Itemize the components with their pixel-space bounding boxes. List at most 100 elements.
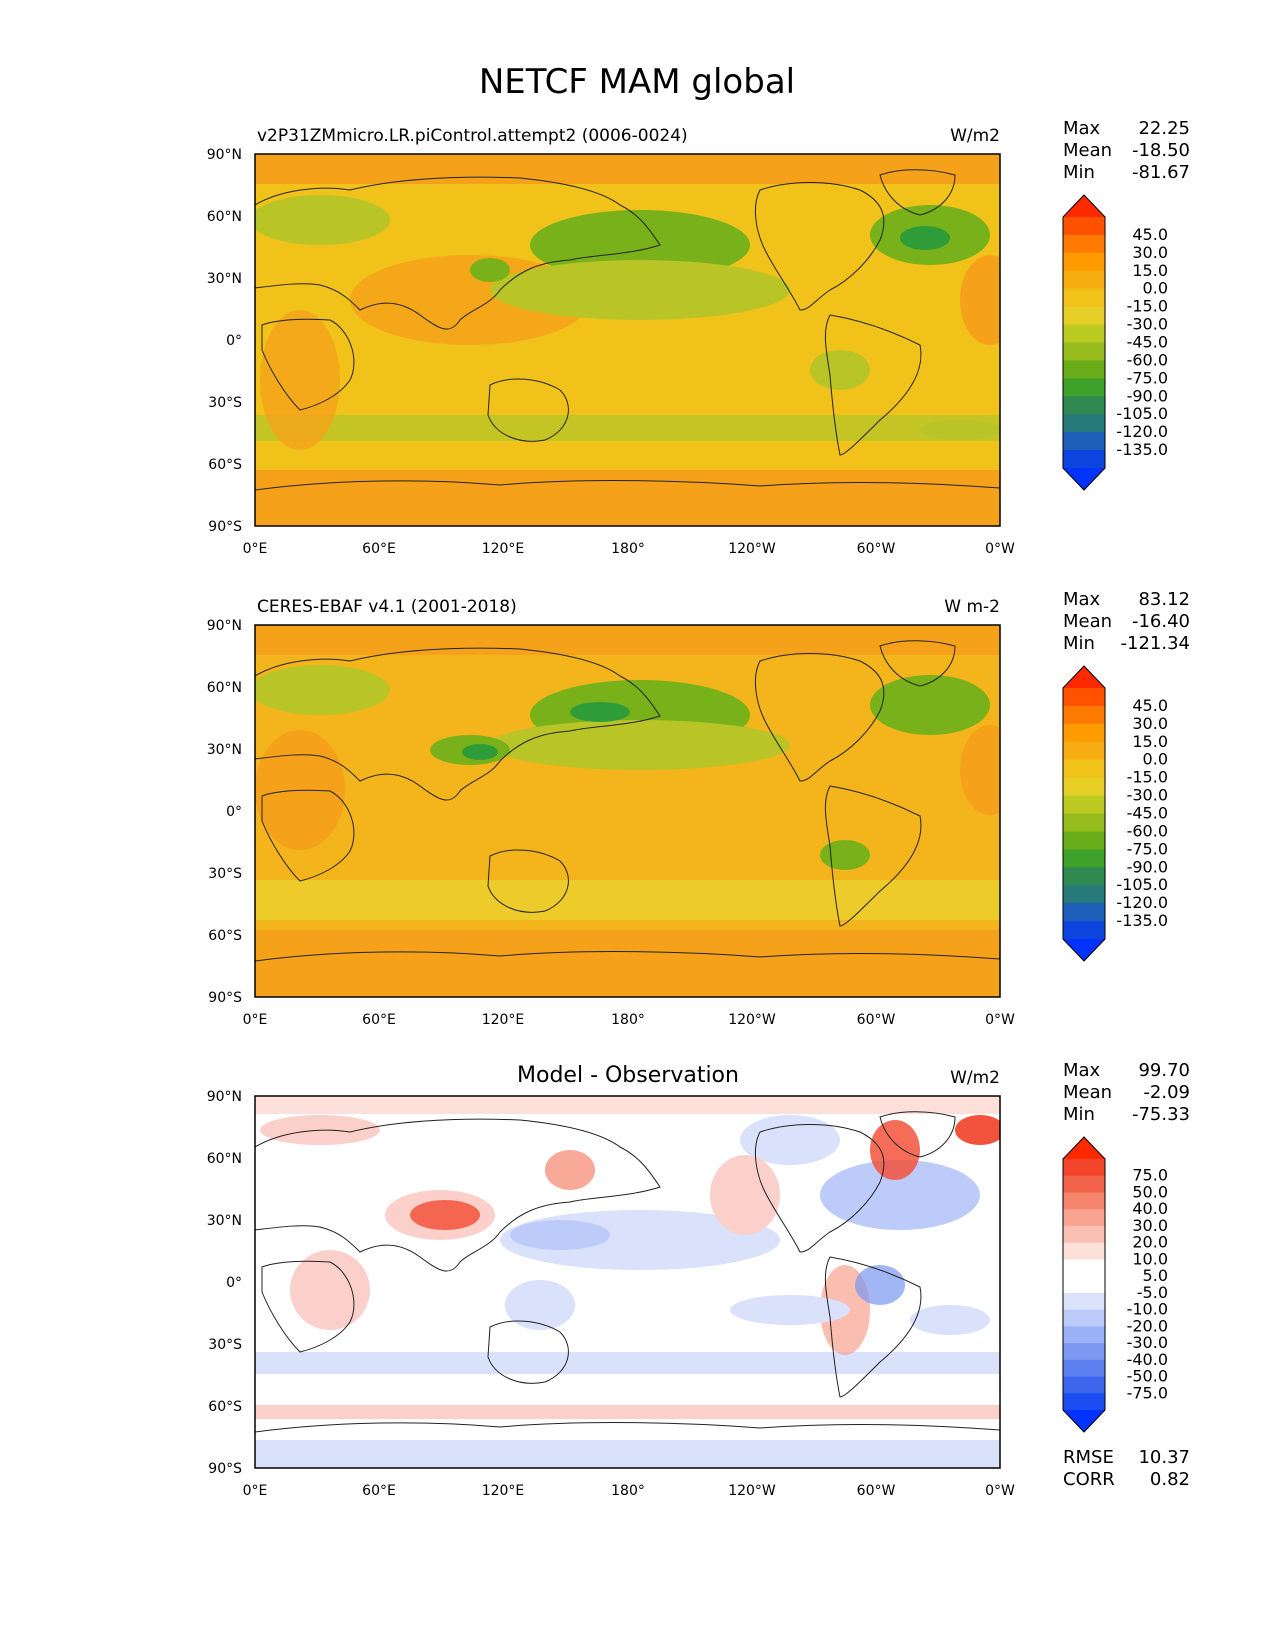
colorbar-swatch <box>1063 306 1105 326</box>
svg-text:0°W: 0°W <box>985 541 1015 557</box>
colorbar-tick-label: -105.0 <box>1116 875 1168 894</box>
panel-difference: Model - Observation W/m2 <box>207 1060 1190 1499</box>
colorbar-tick-label: 5.0 <box>1143 1266 1168 1285</box>
colorbar-extend-top <box>1063 1137 1105 1159</box>
colorbar-swatch <box>1063 1343 1105 1361</box>
colorbar-swatch <box>1063 360 1105 379</box>
stats: Max 22.25 Mean -18.50 Min -81.67 <box>1063 118 1190 183</box>
colorbar-tick-label: -30.0 <box>1127 1333 1168 1352</box>
stats: Max 99.70 Mean -2.09 Min -75.33 <box>1063 1060 1190 1125</box>
svg-text:30°N: 30°N <box>207 1213 242 1229</box>
colorbar: 75.050.040.030.020.010.05.0-5.0-10.0-20.… <box>1062 1136 1168 1433</box>
colorbar-tick-label: -10.0 <box>1127 1300 1168 1319</box>
colorbar-tick-label: 50.0 <box>1132 1182 1168 1201</box>
svg-text:90°S: 90°S <box>208 519 242 535</box>
colorbar-tick-label: -90.0 <box>1127 857 1168 876</box>
panel-units: W m-2 <box>944 597 1000 617</box>
colorbar-tick-label: 10.0 <box>1132 1249 1168 1268</box>
svg-text:Max: Max <box>1063 118 1101 139</box>
colorbar-swatch <box>1063 831 1105 850</box>
colorbar-swatch <box>1063 1393 1105 1411</box>
svg-text:22.25: 22.25 <box>1138 118 1190 139</box>
panel-left-title: v2P31ZMmicro.LR.piControl.attempt2 (0006… <box>257 126 688 146</box>
svg-text:CORR: CORR <box>1063 1469 1115 1490</box>
stats: Max 83.12 Mean -16.40 Min -121.34 <box>1063 589 1190 654</box>
figure-title: NETCF MAM global <box>479 62 795 102</box>
colorbar-swatch <box>1063 432 1105 451</box>
svg-text:60°N: 60°N <box>207 1151 242 1167</box>
lon-ticks: 0°E 60°E 120°E 180° 120°W 60°W 0°W <box>243 1483 1015 1499</box>
svg-text:60°S: 60°S <box>208 1399 242 1415</box>
svg-text:120°W: 120°W <box>728 1483 776 1499</box>
lon-ticks: 0°E 60°E 120°E 180° 120°W 60°W 0°W <box>243 1012 1015 1028</box>
svg-text:60°S: 60°S <box>208 457 242 473</box>
colorbar-swatch <box>1063 217 1105 236</box>
svg-text:30°S: 30°S <box>208 395 242 411</box>
colorbar-tick-label: -75.0 <box>1127 1383 1168 1402</box>
lat-ticks: 90°N 60°N 30°N 0° 30°S 60°S 90°S <box>207 618 242 1006</box>
colorbar-tick-label: 45.0 <box>1132 225 1168 244</box>
svg-text:0°E: 0°E <box>243 541 268 557</box>
svg-text:Max: Max <box>1063 589 1101 610</box>
colorbar-outline <box>1062 1136 1106 1433</box>
svg-text:Max: Max <box>1063 1060 1101 1081</box>
colorbar-swatch <box>1063 342 1105 361</box>
svg-text:Min: Min <box>1063 162 1095 183</box>
svg-text:120°W: 120°W <box>728 541 776 557</box>
svg-text:120°W: 120°W <box>728 1012 776 1028</box>
colorbar-swatch <box>1063 270 1105 290</box>
colorbar-tick-label: 30.0 <box>1132 1216 1168 1235</box>
colorbar-swatch <box>1063 1326 1105 1344</box>
colorbar-tick-label: -15.0 <box>1127 768 1168 787</box>
svg-text:60°E: 60°E <box>362 1012 396 1028</box>
colorbar-tick-label: -90.0 <box>1127 386 1168 405</box>
svg-text:-16.40: -16.40 <box>1132 611 1190 632</box>
svg-text:180°: 180° <box>611 541 645 557</box>
svg-text:0°W: 0°W <box>985 1012 1015 1028</box>
map-frame <box>254 624 1001 998</box>
colorbar-swatch <box>1063 885 1105 904</box>
map-frame <box>254 1095 1001 1469</box>
svg-text:120°E: 120°E <box>482 541 525 557</box>
colorbar: 45.030.015.00.0-15.0-30.0-45.0-60.0-75.0… <box>1062 194 1168 491</box>
colorbar-tick-label: -50.0 <box>1127 1367 1168 1386</box>
colorbar-swatch <box>1063 324 1105 343</box>
svg-text:90°S: 90°S <box>208 1461 242 1477</box>
colorbar-tick-label: -30.0 <box>1127 315 1168 334</box>
colorbar-swatch <box>1063 705 1105 725</box>
colorbar-tick-label: 40.0 <box>1132 1199 1168 1218</box>
colorbar-tick-label: -45.0 <box>1127 333 1168 352</box>
svg-text:83.12: 83.12 <box>1138 589 1190 610</box>
colorbar-outline <box>1062 194 1106 491</box>
colorbar-swatch <box>1063 1192 1105 1210</box>
svg-text:60°W: 60°W <box>857 541 896 557</box>
coastlines <box>255 169 1000 491</box>
colorbar-swatch <box>1063 1309 1105 1327</box>
colorbar-swatch <box>1063 1259 1105 1277</box>
svg-text:Min: Min <box>1063 1104 1095 1125</box>
colorbar-swatch <box>1063 795 1105 814</box>
map-frame <box>254 153 1001 527</box>
colorbar: 45.030.015.00.0-15.0-30.0-45.0-60.0-75.0… <box>1062 665 1168 962</box>
svg-text:-81.67: -81.67 <box>1132 162 1190 183</box>
colorbar-tick-label: -5.0 <box>1137 1283 1168 1302</box>
svg-text:90°N: 90°N <box>207 1089 242 1105</box>
svg-text:90°N: 90°N <box>207 147 242 163</box>
svg-text:0°: 0° <box>226 804 242 820</box>
colorbar-extend-bottom <box>1063 939 1105 961</box>
colorbar-extend-top <box>1063 195 1105 217</box>
colorbar-extend-bottom <box>1063 1410 1105 1432</box>
coastlines <box>255 1111 1000 1433</box>
colorbar-tick-label: -135.0 <box>1116 911 1168 930</box>
svg-text:Mean: Mean <box>1063 140 1112 161</box>
map-field <box>255 1096 1000 1468</box>
colorbar-tick-label: 15.0 <box>1132 261 1168 280</box>
svg-text:0°: 0° <box>226 333 242 349</box>
map-field <box>255 625 1000 997</box>
svg-text:0°E: 0°E <box>243 1483 268 1499</box>
colorbar-tick-label: 45.0 <box>1132 696 1168 715</box>
svg-text:60°W: 60°W <box>857 1483 896 1499</box>
colorbar-swatch <box>1063 1175 1105 1193</box>
svg-text:10.37: 10.37 <box>1138 1447 1190 1468</box>
